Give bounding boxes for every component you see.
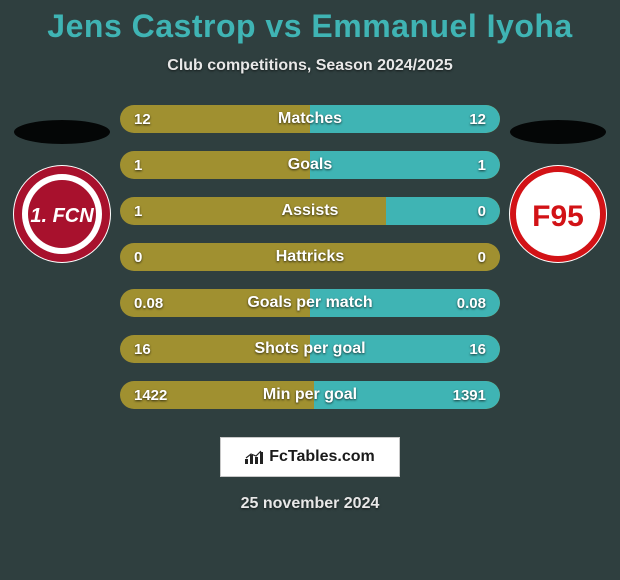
stat-row: 12Matches12 [120, 105, 500, 133]
stat-row: 0Hattricks0 [120, 243, 500, 271]
stat-value-right: 0 [478, 203, 486, 220]
stat-row: 1Assists0 [120, 197, 500, 225]
stat-value-right: 1 [478, 157, 486, 174]
shadow-ellipse [510, 120, 606, 144]
shadow-ellipse [14, 120, 110, 144]
date-label: 25 november 2024 [0, 495, 620, 513]
stat-value-right: 0 [478, 249, 486, 266]
stat-value-left: 1 [134, 157, 142, 174]
team-left-block: 1. FCN [12, 120, 112, 264]
stat-row: 0.08Goals per match0.08 [120, 289, 500, 317]
chart-icon [245, 450, 263, 464]
stat-row: 1422Min per goal1391 [120, 381, 500, 409]
page-title: Jens Castrop vs Emmanuel Iyoha [0, 0, 620, 45]
team-left-badge: 1. FCN [12, 164, 112, 264]
badge-text: F95 [532, 200, 584, 233]
stat-value-left: 1422 [134, 387, 167, 404]
stats-container: 12Matches12 1Goals1 1Assists0 0Hattricks0 0.… [120, 105, 500, 409]
stat-value-left: 12 [134, 111, 151, 128]
stat-value-left: 16 [134, 341, 151, 358]
stat-row: 16Shots per goal16 [120, 335, 500, 363]
stat-value-right: 16 [469, 341, 486, 358]
branding-label: FcTables.com [269, 448, 375, 466]
stat-value-right: 1391 [453, 387, 486, 404]
team-right-block: F95 [508, 120, 608, 264]
team-right-badge: F95 [508, 164, 608, 264]
stat-row: 1Goals1 [120, 151, 500, 179]
stat-value-left: 0.08 [134, 295, 163, 312]
stat-value-left: 1 [134, 203, 142, 220]
badge-text: 1. FCN [30, 205, 94, 227]
stat-fill-right [310, 151, 500, 179]
stat-value-right: 12 [469, 111, 486, 128]
subtitle: Club competitions, Season 2024/2025 [0, 57, 620, 75]
stat-fill-right [310, 243, 500, 271]
branding-box[interactable]: FcTables.com [220, 437, 400, 477]
stat-value-right: 0.08 [457, 295, 486, 312]
stat-value-left: 0 [134, 249, 142, 266]
